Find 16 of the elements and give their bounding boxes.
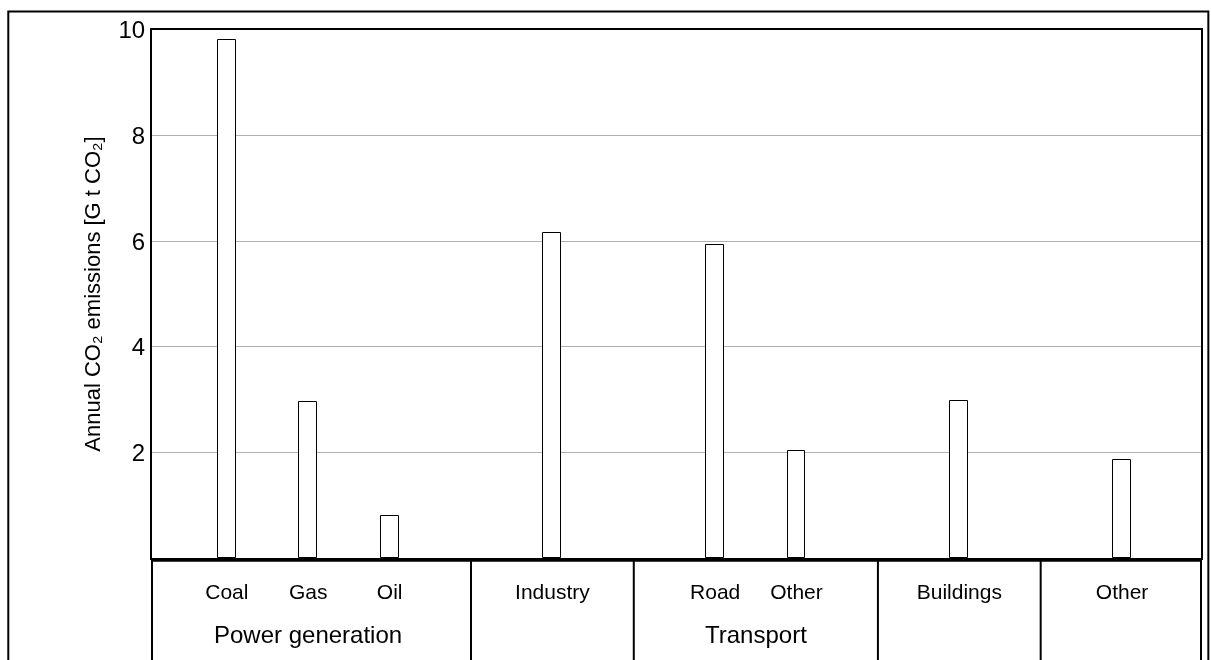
y-tick-label: 6 xyxy=(131,227,146,255)
x-tick-label: Buildings xyxy=(916,580,1002,604)
x-tick-label: Industry xyxy=(515,580,591,604)
y-tick-label: 2 xyxy=(131,438,146,466)
x-tick-label: Coal xyxy=(205,580,249,604)
x-tick-label: Road xyxy=(690,580,741,604)
y-tick-label: 8 xyxy=(131,122,146,149)
text: Transport xyxy=(705,621,808,648)
text: Power generation xyxy=(214,621,403,648)
x-tick-label: Gas xyxy=(288,580,328,604)
y-axis-title: Annual CO₂ emissions [G t CO₂] xyxy=(79,136,105,452)
y-tick-label: 4 xyxy=(131,333,146,361)
x-tick-label: Other xyxy=(770,580,823,604)
y-tick-label: 10 xyxy=(118,16,146,44)
x-tick-label: Other xyxy=(1095,580,1149,604)
x-tick-label: Oil xyxy=(376,580,403,604)
